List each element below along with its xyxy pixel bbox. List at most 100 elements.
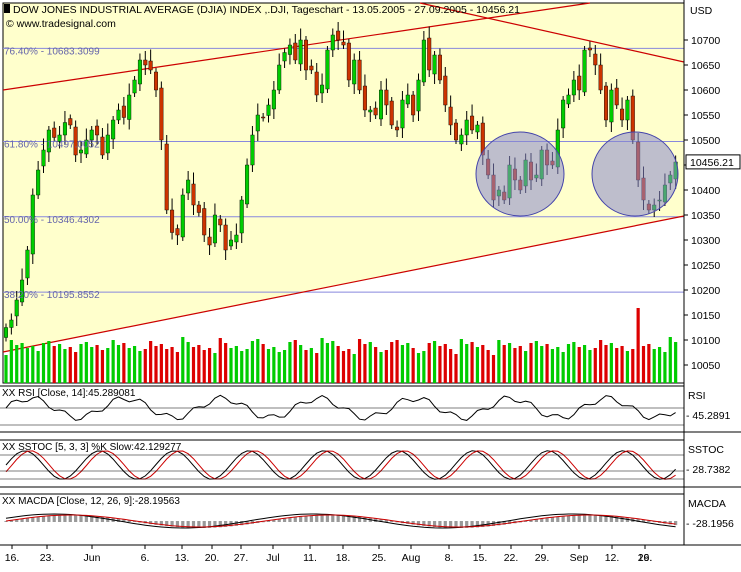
volume-bar <box>31 346 35 383</box>
macd-histogram-bar <box>41 516 46 522</box>
candle-body <box>212 214 217 244</box>
volume-bar <box>186 342 190 383</box>
volume-bar <box>325 343 330 383</box>
macd-histogram-bar <box>299 516 303 522</box>
macd-histogram-bar <box>636 518 640 522</box>
volume-bar <box>282 350 287 383</box>
volume-bar <box>620 346 624 383</box>
macd-histogram-bar <box>497 521 501 526</box>
macd-histogram-bar <box>357 516 362 522</box>
volume-bar <box>218 338 222 383</box>
candle-body <box>261 116 266 119</box>
fib-label: 61.80% - 10497.0052 <box>4 139 100 150</box>
volume-bar <box>545 344 549 383</box>
chart-title: DOW JONES INDUSTRIAL AVERAGE (DJIA) INDE… <box>13 4 520 16</box>
macd-histogram-bar <box>331 515 335 522</box>
macd-histogram-bar <box>588 515 592 522</box>
candle-body <box>121 105 126 118</box>
volume-bar <box>181 337 185 383</box>
macd-histogram-bar <box>170 521 174 527</box>
candle-body <box>143 59 148 66</box>
volume-bar <box>577 347 581 383</box>
candle-body <box>368 109 373 113</box>
indicator-axis-label: SSTOC <box>688 444 724 456</box>
volume-bar <box>20 343 24 383</box>
macd-histogram-bar <box>545 517 549 522</box>
x-tick-label: 6. <box>141 552 150 564</box>
volume-bar <box>68 347 72 383</box>
candle-body <box>41 149 46 167</box>
volume-bar <box>266 349 271 383</box>
macd-histogram-bar <box>582 515 587 522</box>
candle-body <box>202 208 207 236</box>
macd-histogram-bar <box>224 521 228 527</box>
volume-bar <box>604 345 608 383</box>
macd-histogram-bar <box>79 515 83 522</box>
x-tick-label: 13. <box>175 552 190 564</box>
macd-histogram-bar <box>57 515 62 522</box>
volume-bar <box>534 341 538 383</box>
macd-histogram-bar <box>47 515 51 522</box>
volume-bar <box>470 342 474 383</box>
x-tick-label: 18. <box>336 552 351 564</box>
candle-body <box>100 136 105 156</box>
volume-bar <box>357 339 362 383</box>
candle-body <box>400 99 405 129</box>
volume-bar <box>379 352 383 383</box>
candle-body <box>405 94 410 105</box>
macd-histogram-bar <box>336 515 340 522</box>
candle-body <box>561 99 566 129</box>
candle-body <box>159 87 164 141</box>
candle-body <box>304 39 309 71</box>
candle-body <box>245 164 250 205</box>
macd-histogram-bar <box>320 515 324 522</box>
volume-bar <box>652 349 656 383</box>
volume-bar <box>159 344 163 383</box>
candle-body <box>475 124 480 133</box>
volume-bar <box>304 350 308 383</box>
volume-bar <box>400 345 405 383</box>
macd-histogram-bar <box>63 515 67 522</box>
candle-body <box>105 134 110 154</box>
volume-bar <box>15 345 19 383</box>
candle-body <box>287 44 292 55</box>
macd-histogram-bar <box>36 516 40 522</box>
volume-bar <box>84 342 88 383</box>
volume-bar <box>341 351 346 383</box>
volume-bar <box>52 346 56 383</box>
volume-bar <box>556 347 560 383</box>
candle-body <box>20 279 25 303</box>
macd-histogram-bar <box>4 521 8 522</box>
volume-bar <box>175 352 180 383</box>
candle-body <box>62 122 67 136</box>
volume-bar <box>540 346 544 383</box>
macd-histogram-bar <box>620 516 624 522</box>
candle-body <box>234 234 239 243</box>
x-tick-label: 11. <box>303 552 317 564</box>
volume-bar <box>416 353 421 383</box>
volume-bar <box>256 339 260 383</box>
volume-bar <box>384 350 388 383</box>
volume-bar <box>331 341 335 383</box>
macd-histogram-bar <box>122 519 126 522</box>
candle-body <box>191 183 196 206</box>
volume-bar <box>459 339 463 383</box>
volume-bar <box>641 346 646 383</box>
volume-bar <box>149 341 153 383</box>
candle-body <box>25 249 30 279</box>
candle-body <box>454 122 459 141</box>
candle-body <box>137 59 142 85</box>
volume-bar <box>625 351 630 383</box>
volume-bar <box>74 352 78 383</box>
macd-histogram-bar <box>347 515 351 522</box>
macd-histogram-bar <box>106 517 110 522</box>
macd-histogram-bar <box>74 515 78 522</box>
candle-body <box>346 42 351 81</box>
candle-body <box>384 89 389 106</box>
y-tick-label: 10100 <box>691 335 720 347</box>
candle-body <box>266 104 271 116</box>
macd-histogram-bar <box>341 515 346 522</box>
candle-body <box>223 224 228 251</box>
volume-bar <box>293 340 297 383</box>
candle-body <box>277 64 282 91</box>
